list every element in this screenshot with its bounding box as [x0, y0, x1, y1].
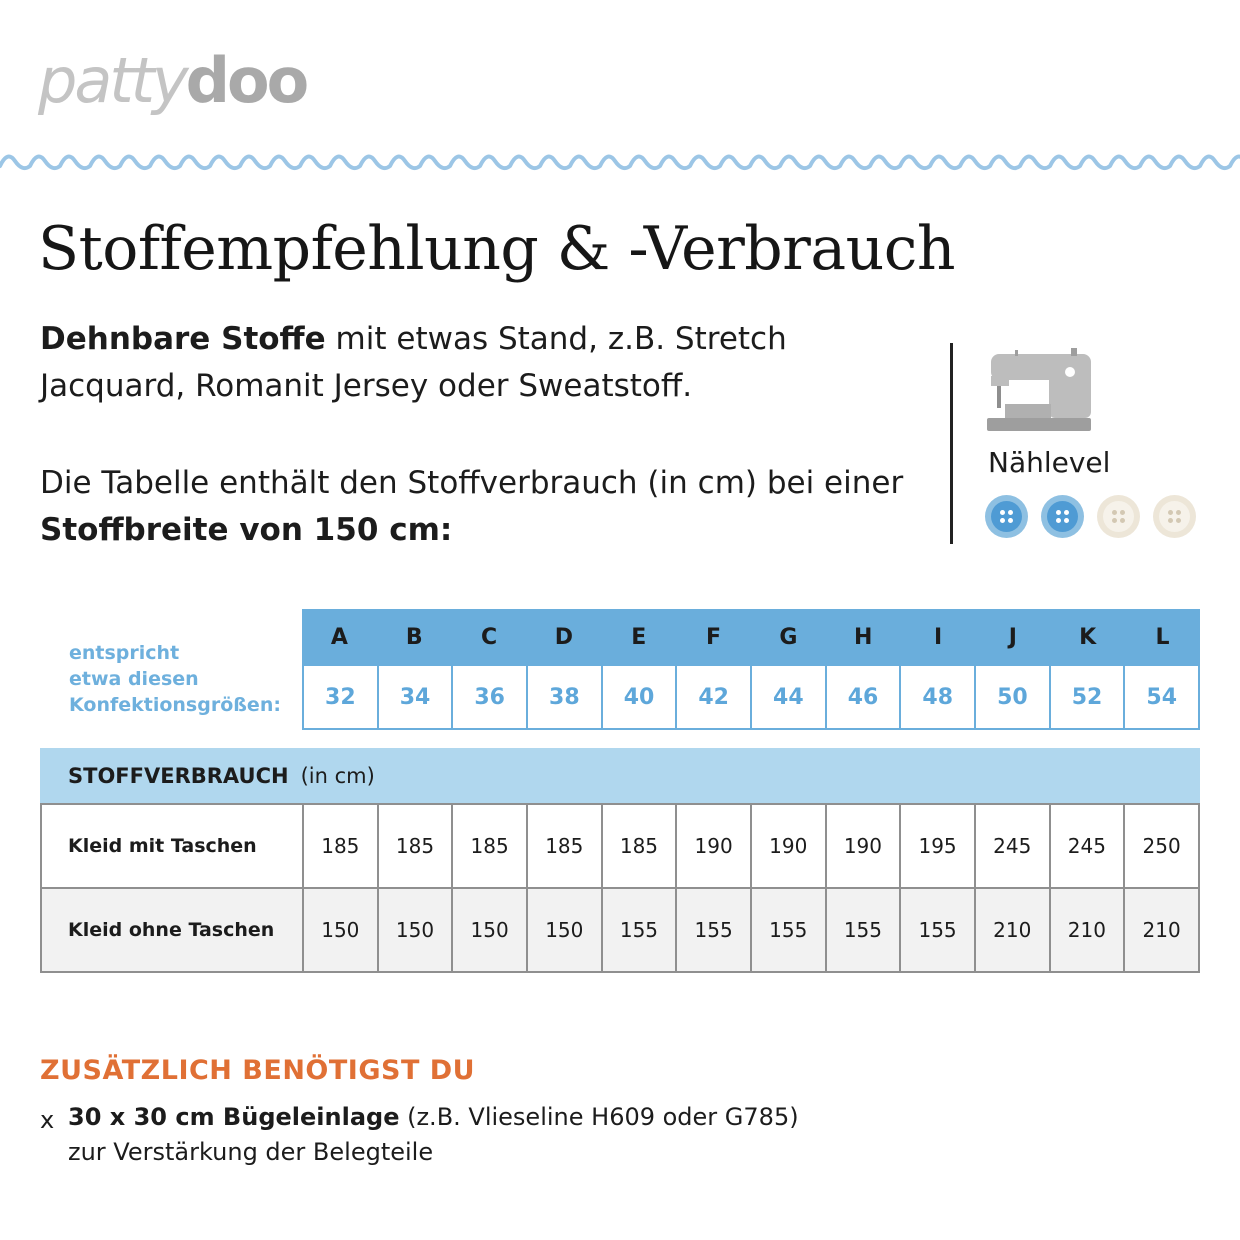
size-letter: L [1155, 625, 1170, 650]
usage-value: 210 [1123, 887, 1200, 973]
usage-table: Kleid mit Taschen 185 185 185 185 185 190 190 19… [40, 803, 1200, 973]
size-letter: B [405, 625, 423, 650]
usage-value: 245 [1048, 803, 1126, 889]
size-note: entspricht etwa diesen Konfektionsgrößen… [69, 642, 281, 716]
sewing-level-indicator [985, 495, 1196, 538]
sewing-level-label: Nählevel [988, 446, 1111, 479]
page-title: Stoffempfehlung & -Verbrauch [38, 214, 956, 284]
usage-value: 190 [824, 803, 902, 889]
size-letter: F [706, 625, 722, 650]
table-description: Die Tabelle enthält den Stoffverbrauch (… [40, 465, 904, 548]
size-number: 34 [376, 666, 452, 728]
size-number: 44 [750, 666, 825, 728]
size-number: 54 [1123, 666, 1198, 728]
extra-section-title: ZUSÄTZLICH BENÖTIGST DU [40, 1055, 476, 1086]
size-number: 50 [974, 666, 1049, 728]
extra-item: 30 x 30 cm Bügeleinlage (z.B. Vlieseline… [68, 1103, 799, 1166]
usage-value: 155 [749, 887, 827, 973]
row-label: Kleid ohne Taschen [40, 887, 304, 973]
level-button-icon [1097, 495, 1140, 538]
size-letter: D [554, 625, 574, 650]
list-marker: x [40, 1106, 55, 1134]
usage-value: 245 [973, 803, 1051, 889]
usage-table-header: STOFFVERBRAUCH (in cm) [40, 748, 1200, 804]
pattydoo-logo: pattydoo [38, 44, 309, 117]
size-letter: J [1008, 625, 1017, 650]
size-number: 46 [824, 666, 900, 728]
usage-value: 155 [600, 887, 678, 973]
size-number: 40 [600, 666, 676, 728]
usage-value: 190 [749, 803, 827, 889]
usage-value: 195 [899, 803, 976, 889]
table-row: Kleid mit Taschen 185 185 185 185 185 190 190 19… [40, 803, 1200, 889]
usage-value: 150 [302, 887, 379, 973]
wave-divider [0, 154, 1240, 171]
level-button-icon [1153, 495, 1196, 538]
size-number: 48 [899, 666, 974, 728]
level-button-icon [1041, 495, 1084, 538]
vertical-divider [950, 343, 953, 544]
size-letter: E [631, 625, 647, 650]
usage-value: 185 [451, 803, 528, 889]
usage-value: 150 [376, 887, 454, 973]
size-number: 42 [675, 666, 750, 728]
usage-value: 185 [600, 803, 678, 889]
size-letter: I [933, 625, 943, 650]
usage-value: 250 [1123, 803, 1200, 889]
size-number: 36 [451, 666, 526, 728]
usage-value: 190 [675, 803, 752, 889]
usage-value: 210 [973, 887, 1051, 973]
usage-value: 150 [451, 887, 528, 973]
usage-value: 185 [376, 803, 454, 889]
usage-value: 155 [675, 887, 752, 973]
size-number: 32 [325, 684, 356, 710]
table-row: Kleid ohne Taschen 150 150 150 150 155 155 155 1… [40, 887, 1200, 973]
size-letter-row: A B C D E F G H I J K L [302, 609, 1200, 666]
size-number: 38 [526, 666, 601, 728]
size-letter: K [1079, 625, 1097, 650]
level-button-icon [985, 495, 1028, 538]
usage-value: 185 [302, 803, 379, 889]
usage-value: 150 [525, 887, 603, 973]
size-number: 52 [1048, 666, 1124, 728]
usage-value: 155 [899, 887, 976, 973]
size-letter: G [779, 625, 798, 650]
size-letter: H [854, 625, 873, 650]
sewing-machine-icon [987, 348, 1091, 431]
usage-value: 210 [1048, 887, 1126, 973]
usage-value: 155 [824, 887, 902, 973]
size-letter: A [330, 625, 348, 650]
fabric-recommendation: Dehnbare Stoffe mit etwas Stand, z.B. St… [40, 321, 787, 404]
usage-value: 185 [525, 803, 603, 889]
size-letter: C [480, 625, 498, 650]
size-number-row: 32 34 36 38 40 42 44 46 48 50 52 54 [302, 666, 1200, 730]
row-label: Kleid mit Taschen [40, 803, 304, 889]
